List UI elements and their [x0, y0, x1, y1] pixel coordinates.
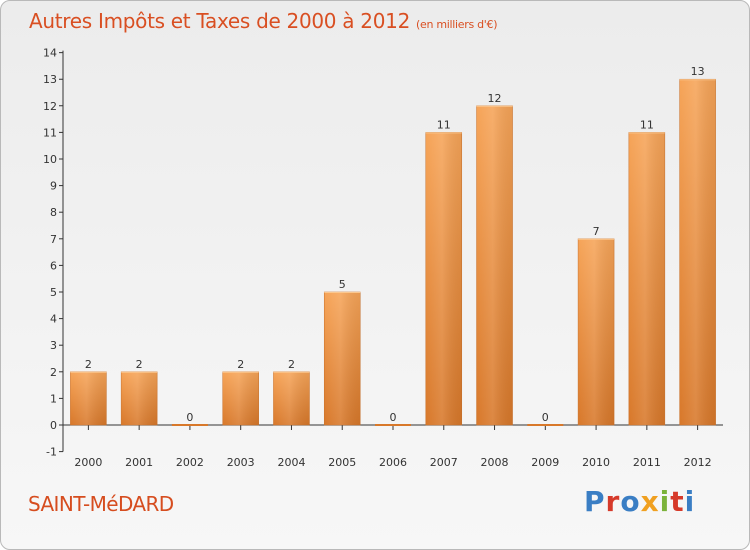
y-tick-label: -1	[46, 446, 57, 459]
bar-shine	[222, 371, 259, 425]
data-label: 0	[390, 411, 397, 424]
y-tick-label: 0	[50, 419, 57, 432]
data-label: 11	[640, 118, 654, 131]
y-tick-label: 12	[43, 100, 57, 113]
bar-zero	[527, 424, 564, 426]
bar-zero	[171, 424, 208, 426]
x-tick-label: 2012	[684, 456, 712, 469]
bar-zero	[375, 424, 411, 426]
title-unit: (en milliers d'€)	[416, 18, 498, 31]
bar-shine	[476, 105, 513, 426]
bar-shine	[628, 132, 665, 425]
proxiti-logo: Proxiti	[584, 485, 695, 518]
x-tick-label: 2009	[531, 456, 559, 469]
data-label: 0	[542, 411, 549, 424]
data-label: 2	[237, 358, 244, 371]
y-tick-label: 13	[43, 73, 57, 86]
y-tick-label: 7	[50, 233, 57, 246]
data-label: 12	[488, 92, 502, 105]
data-label: 5	[339, 278, 346, 291]
chart-labels: 2000 2 2001 2 2002 0 2003 2 2004 2 2005 5 2006 0 2007 1…	[74, 65, 711, 469]
y-tick-label: 3	[50, 339, 57, 352]
x-tick-label: 2005	[328, 456, 356, 469]
x-tick-label: 2004	[277, 456, 305, 469]
x-tick-label: 2010	[582, 456, 610, 469]
data-label: 11	[437, 118, 451, 131]
data-label: 2	[288, 358, 295, 371]
logo-letter: i	[659, 485, 671, 518]
logo-letter: r	[605, 485, 621, 518]
x-tick-label: 2006	[379, 456, 407, 469]
bar-shine	[70, 371, 107, 425]
y-tick-label: 10	[43, 153, 57, 166]
x-tick-label: 2011	[633, 456, 661, 469]
bar-shine	[679, 79, 716, 425]
logo-letter: P	[584, 485, 606, 518]
bar-shine	[273, 371, 310, 425]
data-label: 13	[691, 65, 705, 78]
logo-letter: o	[620, 485, 641, 518]
y-tick-label: 14	[43, 47, 57, 60]
chart-title: Autres Impôts et Taxes de 2000 à 2012 (en…	[29, 9, 497, 33]
logo-letter: x	[640, 485, 660, 518]
y-tick-label: 8	[50, 206, 57, 219]
bar-shine	[324, 292, 361, 425]
y-tick-label: 1	[50, 392, 57, 405]
x-tick-label: 2008	[481, 456, 509, 469]
x-tick-label: 2002	[176, 456, 204, 469]
x-tick-label: 2000	[74, 456, 102, 469]
logo-letter: t	[670, 485, 685, 518]
data-label: 2	[136, 358, 143, 371]
bar-shine	[121, 371, 158, 425]
bar-shine	[425, 132, 462, 425]
chart-bars	[70, 78, 716, 426]
x-tick-label: 2003	[227, 456, 255, 469]
data-label: 0	[186, 411, 193, 424]
title-text: Autres Impôts et Taxes de 2000 à 2012	[29, 9, 410, 33]
y-tick-label: 4	[50, 313, 57, 326]
y-tick-label: 9	[50, 180, 57, 193]
x-tick-label: 2007	[430, 456, 458, 469]
y-tick-label: 11	[43, 126, 57, 139]
y-tick-label: 2	[50, 366, 57, 379]
bar-shine	[578, 238, 615, 425]
y-tick-label: 5	[50, 286, 57, 299]
x-tick-label: 2001	[125, 456, 153, 469]
place-name: SAINT-MéDARD	[28, 492, 174, 516]
data-label: 7	[593, 225, 600, 238]
logo-letter: i	[684, 485, 696, 518]
data-label: 2	[85, 358, 92, 371]
y-tick-label: 6	[50, 259, 57, 272]
